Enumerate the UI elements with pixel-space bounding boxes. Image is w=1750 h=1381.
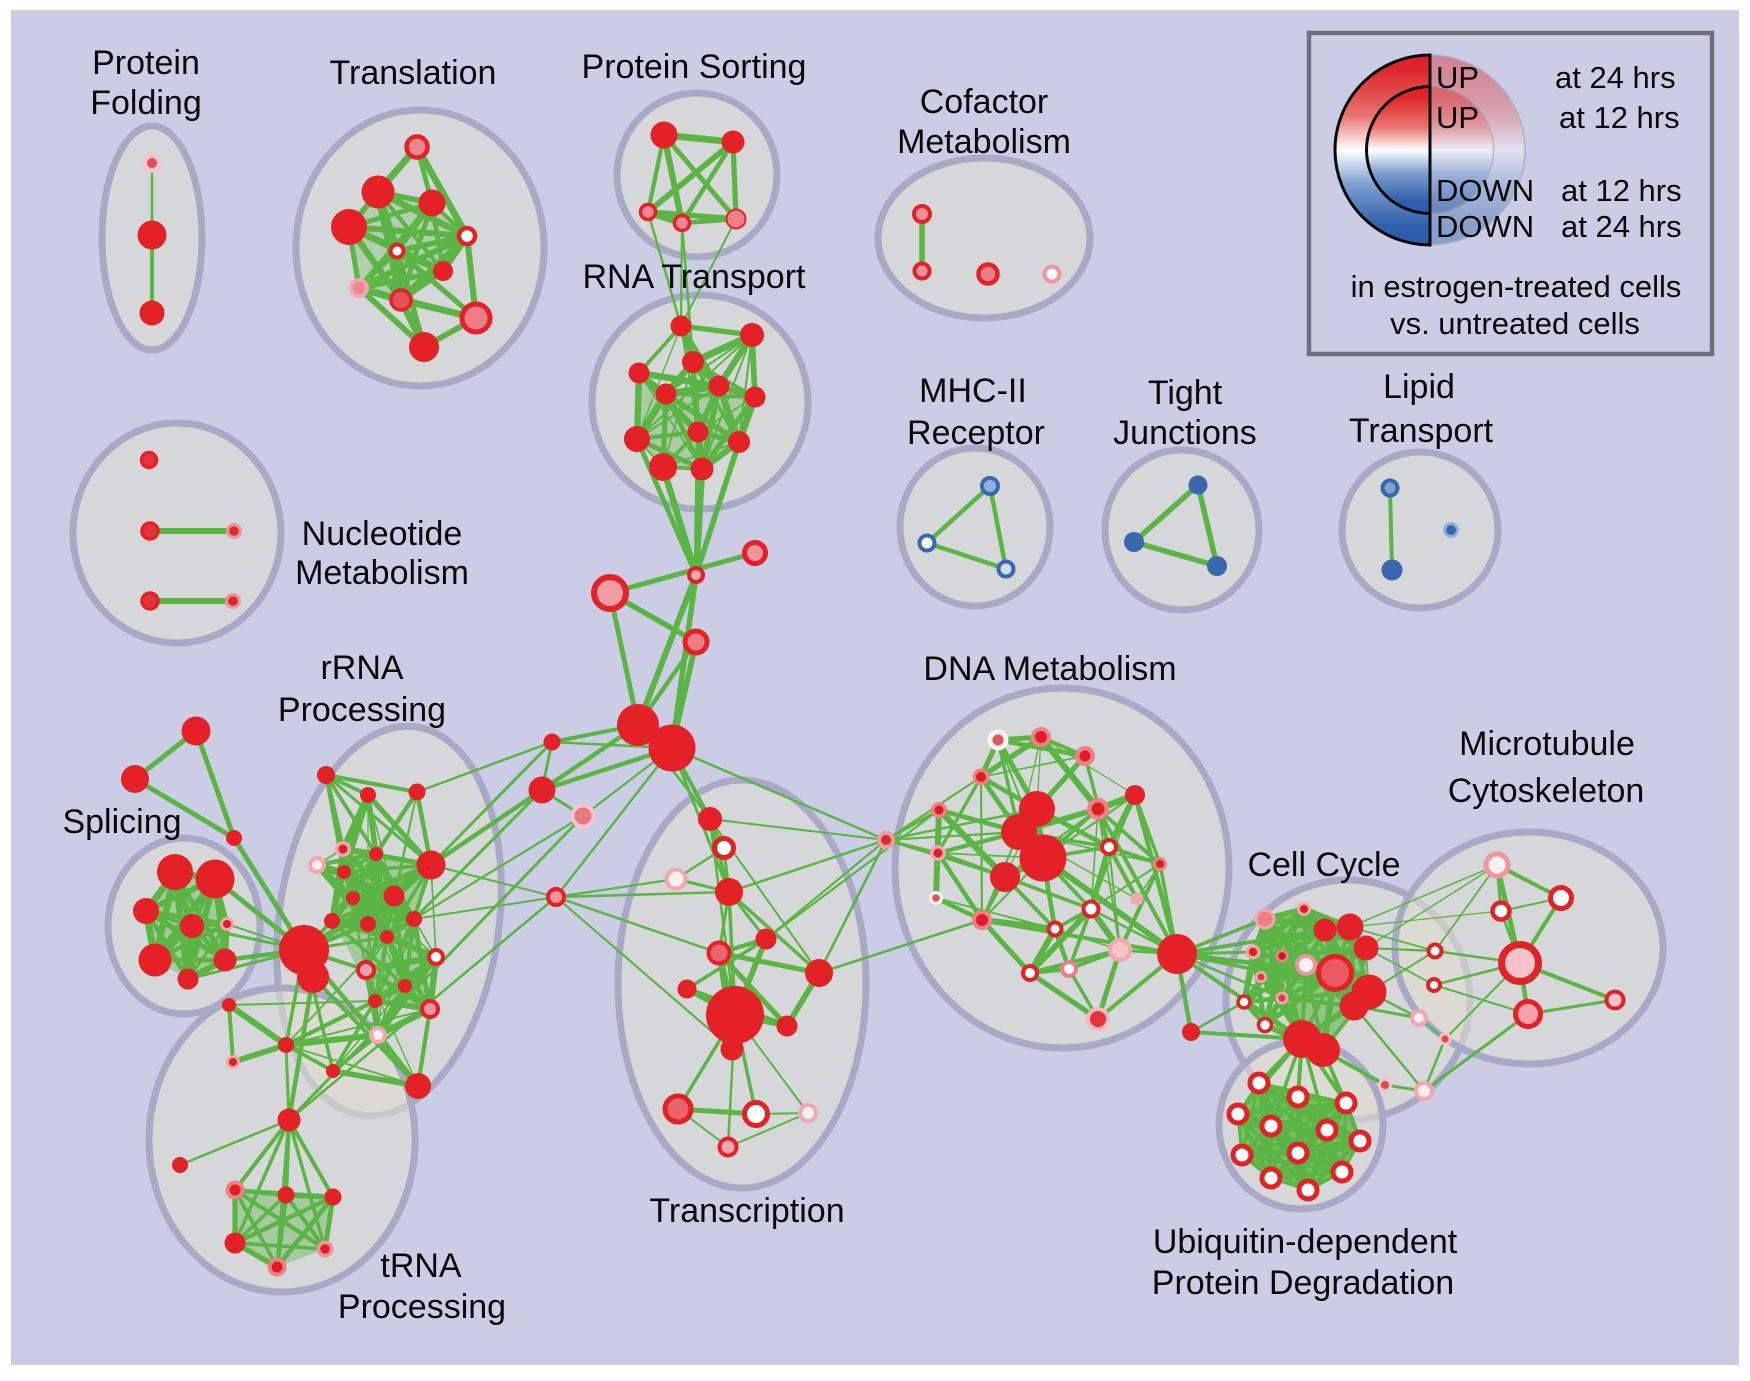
svg-text:Protein Degradation: Protein Degradation bbox=[1152, 1264, 1454, 1302]
svg-text:at 24 hrs: at 24 hrs bbox=[1561, 209, 1682, 244]
svg-text:Receptor: Receptor bbox=[907, 414, 1045, 452]
svg-text:UP: UP bbox=[1436, 60, 1479, 95]
svg-text:Nucleotide: Nucleotide bbox=[302, 515, 463, 553]
svg-text:Ubiquitin-dependent: Ubiquitin-dependent bbox=[1153, 1223, 1458, 1261]
svg-text:Junctions: Junctions bbox=[1113, 414, 1257, 452]
svg-text:Lipid: Lipid bbox=[1383, 368, 1455, 406]
svg-text:vs. untreated cells: vs. untreated cells bbox=[1390, 306, 1640, 341]
svg-text:Processing: Processing bbox=[278, 691, 446, 729]
svg-text:Processing: Processing bbox=[338, 1288, 506, 1326]
svg-text:at 12 hrs: at 12 hrs bbox=[1561, 173, 1682, 208]
svg-text:Cell Cycle: Cell Cycle bbox=[1247, 846, 1400, 884]
svg-text:in estrogen-treated cells: in estrogen-treated cells bbox=[1351, 269, 1682, 304]
svg-text:UP: UP bbox=[1436, 100, 1479, 135]
svg-text:at 12 hrs: at 12 hrs bbox=[1559, 100, 1680, 135]
svg-text:Microtubule: Microtubule bbox=[1459, 725, 1635, 763]
svg-text:rRNA: rRNA bbox=[320, 649, 403, 687]
svg-text:Splicing: Splicing bbox=[62, 803, 181, 841]
svg-text:Metabolism: Metabolism bbox=[295, 554, 469, 592]
svg-text:DNA Metabolism: DNA Metabolism bbox=[923, 650, 1176, 688]
svg-text:Translation: Translation bbox=[330, 54, 497, 92]
svg-text:Protein Sorting: Protein Sorting bbox=[582, 48, 807, 86]
svg-text:Cofactor: Cofactor bbox=[920, 83, 1049, 121]
svg-text:at 24 hrs: at 24 hrs bbox=[1555, 60, 1676, 95]
svg-text:DOWN: DOWN bbox=[1436, 173, 1534, 208]
svg-text:Protein: Protein bbox=[92, 44, 200, 82]
svg-text:Metabolism: Metabolism bbox=[897, 123, 1071, 161]
svg-text:Tight: Tight bbox=[1148, 374, 1223, 412]
svg-text:DOWN: DOWN bbox=[1436, 209, 1534, 244]
svg-text:Transcription: Transcription bbox=[649, 1192, 844, 1230]
svg-text:tRNA: tRNA bbox=[380, 1247, 462, 1285]
svg-text:Folding: Folding bbox=[90, 84, 202, 122]
svg-text:RNA Transport: RNA Transport bbox=[583, 258, 807, 296]
svg-text:Transport: Transport bbox=[1349, 412, 1494, 450]
svg-text:MHC-II: MHC-II bbox=[919, 372, 1027, 410]
svg-text:Cytoskeleton: Cytoskeleton bbox=[1448, 772, 1645, 810]
